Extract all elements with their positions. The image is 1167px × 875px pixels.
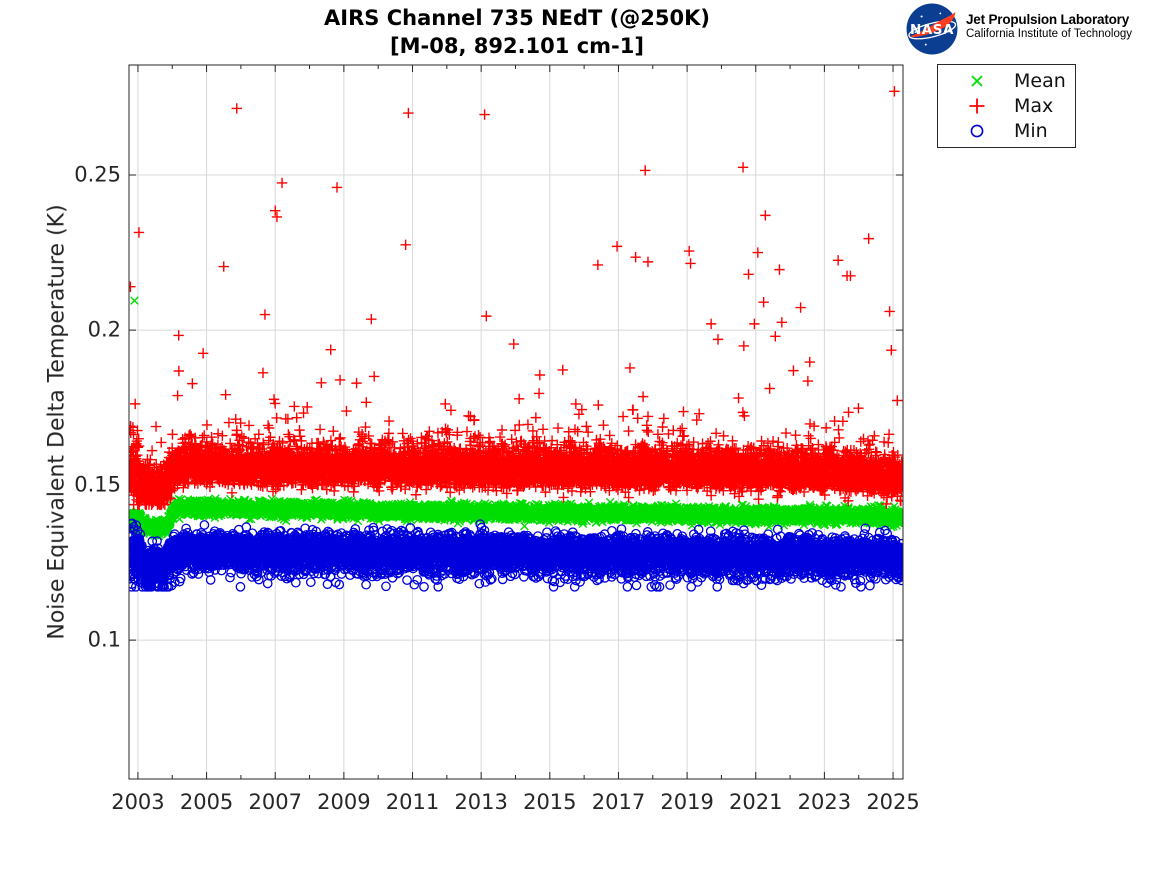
chart-title-line2: [M-08, 892.101 cm-1] bbox=[390, 34, 644, 58]
legend-box: Mean Max Min bbox=[937, 64, 1076, 148]
nasa-meatball-icon: NASA bbox=[906, 3, 958, 55]
y-axis-label: Noise Equivalent Delta Temperature (K) bbox=[44, 204, 70, 640]
jpl-org-affiliation: California Institute of Technology bbox=[966, 28, 1132, 40]
legend-label-max: Max bbox=[1014, 94, 1054, 117]
chart-title-line1: AIRS Channel 735 NEdT (@250K) bbox=[324, 6, 710, 30]
chart-title: AIRS Channel 735 NEdT (@250K) [M-08, 892… bbox=[130, 4, 904, 60]
mean-marker-icon bbox=[967, 71, 987, 91]
jpl-org-name: Jet Propulsion Laboratory bbox=[966, 12, 1130, 27]
legend-label-mean: Mean bbox=[1014, 69, 1066, 92]
nasa-wordmark: NASA bbox=[910, 22, 954, 38]
jpl-logo-block: NASA Jet Propulsion Laboratory Californi… bbox=[906, 3, 1132, 55]
jpl-text-block: Jet Propulsion Laboratory California Ins… bbox=[966, 3, 1132, 41]
legend-item-min: Min bbox=[938, 119, 1075, 144]
max-marker-icon bbox=[967, 96, 987, 116]
legend-item-max: Max bbox=[938, 93, 1075, 118]
legend-label-min: Min bbox=[1014, 120, 1048, 143]
min-marker-icon bbox=[967, 121, 987, 141]
legend-item-mean: Mean bbox=[938, 68, 1075, 93]
